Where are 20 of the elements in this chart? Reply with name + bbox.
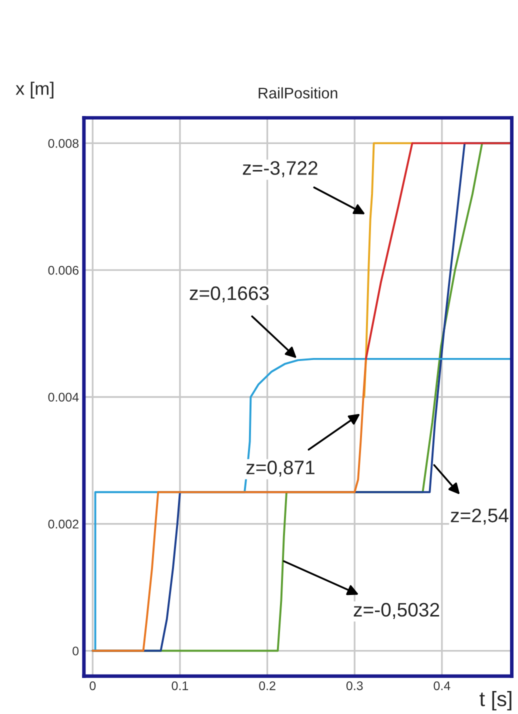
x-tick-label: 0.1 <box>172 681 188 690</box>
x-tick-label: 0.2 <box>259 681 276 690</box>
annotation: z=-3,722 <box>242 161 318 178</box>
line-series <box>363 142 414 398</box>
annotation: z=-0,5032 <box>354 602 440 619</box>
y-axis-title: x [m] <box>16 82 54 99</box>
x-tick-label: 0.4 <box>434 681 450 690</box>
chart-title: RailPosition <box>258 87 338 99</box>
y-tick-label: 0 <box>72 646 79 656</box>
annotation: z=0,1663 <box>190 286 269 302</box>
y-tick-label: 0.002 <box>48 520 78 529</box>
x-axis-title: t [s] <box>480 691 512 710</box>
annotation: z=2,54 <box>450 508 508 525</box>
x-tick-label: 0.3 <box>346 681 363 690</box>
line-series <box>364 142 512 360</box>
annotation: z=0,871 <box>246 460 314 477</box>
y-tick-label: 0.004 <box>48 392 79 402</box>
y-tick-label: 0.006 <box>48 266 79 275</box>
y-tick-label: 0.008 <box>48 138 79 148</box>
x-tick-label: 0 <box>90 681 96 690</box>
